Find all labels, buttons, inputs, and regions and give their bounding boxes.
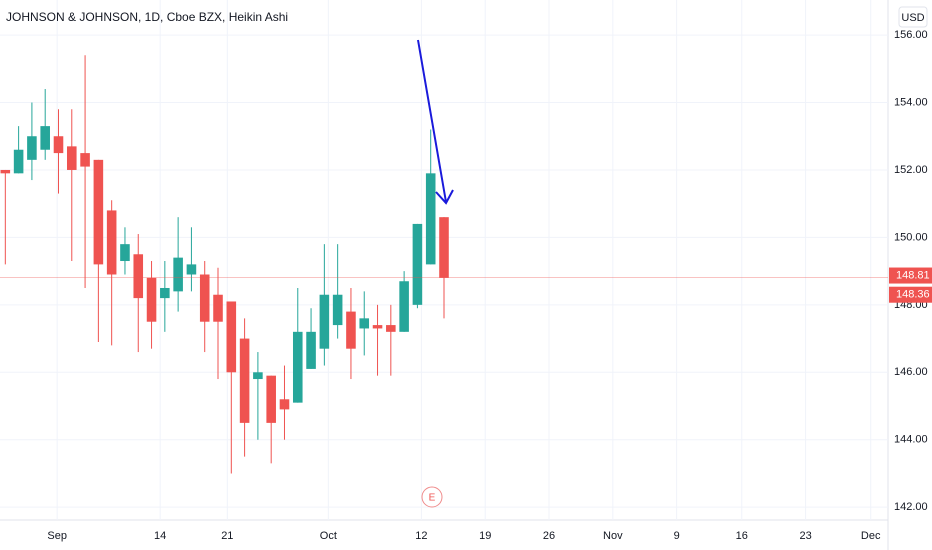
candle-body bbox=[253, 372, 263, 380]
candle-body bbox=[120, 244, 130, 262]
price-tag bbox=[889, 267, 932, 284]
candle-body bbox=[106, 210, 117, 275]
candle-body bbox=[133, 254, 144, 299]
candle-body bbox=[319, 294, 330, 349]
x-tick-label: Nov bbox=[603, 530, 623, 542]
x-tick-label: 23 bbox=[799, 530, 811, 542]
x-tick-label: 21 bbox=[221, 530, 233, 542]
chart-title: JOHNSON & JOHNSON, 1D, Cboe BZX, Heikin … bbox=[6, 10, 288, 24]
candle-body bbox=[425, 173, 436, 265]
candle-body bbox=[53, 136, 64, 154]
x-tick-label: Sep bbox=[47, 530, 67, 542]
candle-body bbox=[66, 146, 77, 170]
candle-body bbox=[239, 338, 250, 423]
x-tick-label: 26 bbox=[543, 530, 555, 542]
x-tick-label: 14 bbox=[154, 530, 166, 542]
candle-body bbox=[386, 325, 396, 332]
price-tag bbox=[889, 286, 932, 303]
candle-body bbox=[80, 153, 90, 167]
earnings-marker[interactable] bbox=[421, 486, 443, 508]
candle-body bbox=[146, 277, 157, 322]
candle-body bbox=[439, 217, 449, 278]
candle-body bbox=[399, 281, 409, 332]
candle-body bbox=[292, 331, 303, 403]
y-tick-label: 144.00 bbox=[894, 434, 928, 446]
candle-body bbox=[93, 159, 104, 265]
candle-body bbox=[359, 318, 370, 329]
candle-body bbox=[266, 375, 276, 423]
candle-body bbox=[173, 257, 183, 292]
candle-body bbox=[279, 399, 290, 410]
y-tick-label: 146.00 bbox=[894, 366, 928, 378]
y-tick-label: 142.00 bbox=[894, 501, 928, 513]
candle-body bbox=[160, 287, 170, 299]
candle-body bbox=[13, 149, 24, 174]
x-tick-label: 16 bbox=[736, 530, 748, 542]
candle-body bbox=[0, 169, 11, 174]
y-tick-label: 154.00 bbox=[894, 96, 928, 108]
price-tag-label: 148.81 bbox=[896, 269, 930, 281]
currency-box bbox=[898, 6, 928, 28]
candle-body bbox=[226, 301, 237, 373]
candle-body bbox=[412, 223, 423, 305]
y-tick-label: 156.00 bbox=[894, 29, 928, 41]
earnings-label: E bbox=[429, 493, 436, 504]
y-tick-label: 152.00 bbox=[894, 164, 928, 176]
x-tick-label: Oct bbox=[320, 530, 337, 542]
candle-body bbox=[27, 136, 37, 160]
currency: USD bbox=[901, 12, 924, 24]
candles bbox=[0, 55, 449, 474]
annotation-arrow bbox=[417, 39, 454, 205]
candle-body bbox=[40, 126, 50, 150]
candle-body bbox=[199, 274, 210, 322]
y-tick-label: 150.00 bbox=[894, 231, 928, 243]
candle-body bbox=[306, 331, 316, 369]
candle-body bbox=[332, 294, 343, 326]
x-tick-label: 12 bbox=[415, 530, 427, 542]
x-tick-label: 19 bbox=[479, 530, 491, 542]
x-tick-label: 9 bbox=[674, 530, 680, 542]
candle-body bbox=[186, 264, 197, 275]
price-tag-label: 148.36 bbox=[896, 289, 930, 301]
candle-body bbox=[213, 294, 223, 322]
x-tick-label: Dec bbox=[861, 530, 881, 542]
candle-body bbox=[346, 311, 356, 349]
candle-body bbox=[372, 325, 383, 329]
